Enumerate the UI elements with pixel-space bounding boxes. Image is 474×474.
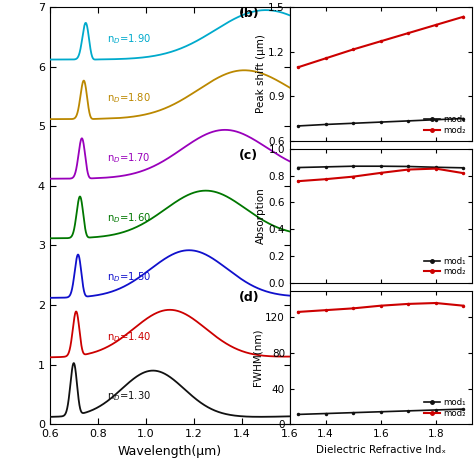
- Text: n$_D$=1.90: n$_D$=1.90: [108, 32, 151, 46]
- Text: n$_D$=1.80: n$_D$=1.80: [108, 91, 151, 105]
- Text: (d): (d): [239, 291, 259, 303]
- Y-axis label: FWHM(nm): FWHM(nm): [252, 328, 263, 386]
- Text: (b): (b): [239, 7, 259, 20]
- Legend: mod₁, mod₂: mod₁, mod₂: [422, 113, 467, 137]
- Text: n$_D$=1.40: n$_D$=1.40: [108, 330, 151, 344]
- Text: (c): (c): [239, 149, 258, 162]
- Text: n$_D$=1.50: n$_D$=1.50: [108, 270, 151, 284]
- Y-axis label: Peak shift (μm): Peak shift (μm): [255, 35, 265, 113]
- Text: n$_D$=1.60: n$_D$=1.60: [108, 211, 151, 225]
- X-axis label: Wavelength(μm): Wavelength(μm): [118, 445, 222, 457]
- X-axis label: Dielectric Refractive Indₓ: Dielectric Refractive Indₓ: [316, 445, 446, 455]
- Text: n$_D$=1.70: n$_D$=1.70: [108, 151, 151, 165]
- Y-axis label: Absorption: Absorption: [255, 187, 265, 244]
- Legend: mod₁, mod₂: mod₁, mod₂: [422, 255, 467, 278]
- Legend: mod₁, mod₂: mod₁, mod₂: [422, 397, 467, 420]
- Text: n$_D$=1.30: n$_D$=1.30: [108, 390, 151, 403]
